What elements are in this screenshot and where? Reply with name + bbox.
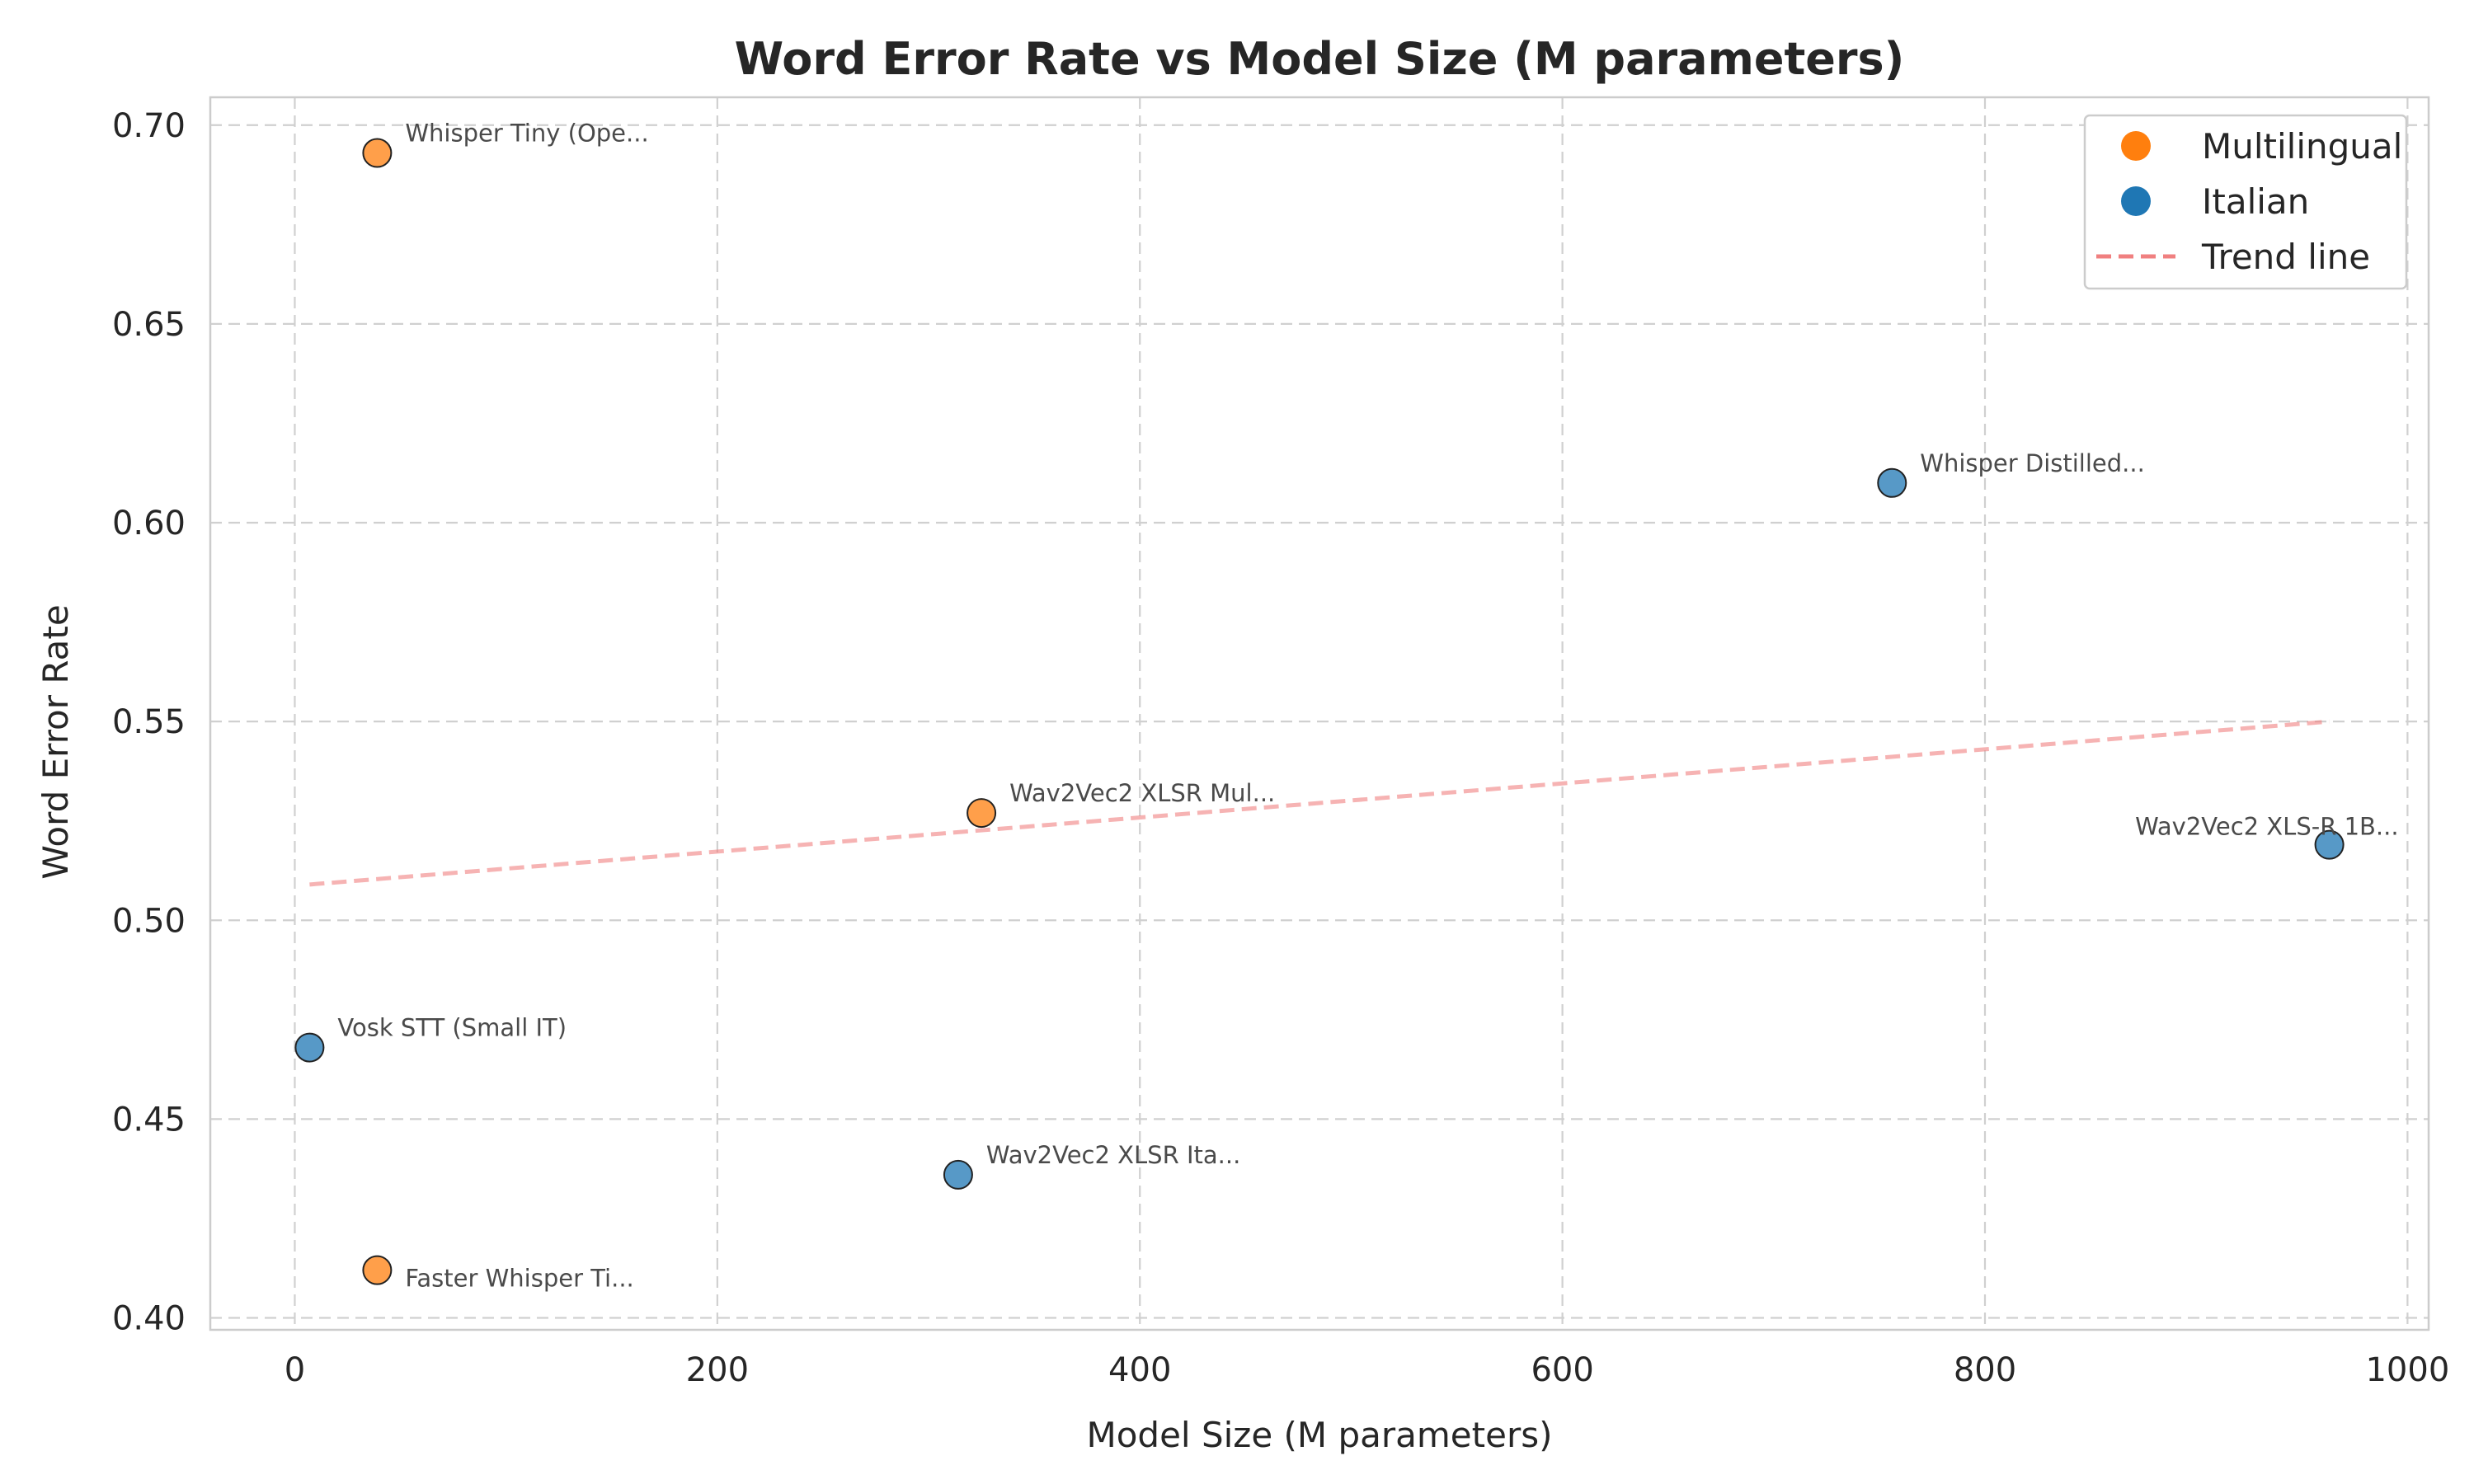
legend-label-multilingual: Multilingual xyxy=(2202,126,2402,167)
legend-label-italian: Italian xyxy=(2202,181,2309,222)
point-label: Vosk STT (Small IT) xyxy=(337,1014,567,1042)
plot-frame xyxy=(209,96,2430,1331)
point-labels-layer: Whisper Tiny (Ope... Wav2Vec2 XLSR Mul...… xyxy=(337,120,2398,1293)
data-point xyxy=(294,1032,325,1063)
y-tick-label: 0.60 xyxy=(112,505,186,542)
point-label: Wav2Vec2 XLSR Mul... xyxy=(1009,779,1275,807)
data-point xyxy=(362,1255,393,1285)
chart-title: Word Error Rate vs Model Size (M paramet… xyxy=(735,33,1905,85)
points-layer xyxy=(294,138,2345,1285)
point-label: Faster Whisper Ti... xyxy=(405,1265,633,1293)
x-axis-label: Model Size (M parameters) xyxy=(1087,1415,1553,1455)
point-label: Whisper Tiny (Ope... xyxy=(405,120,648,148)
legend-label-trend-line: Trend line xyxy=(2201,237,2370,277)
data-point xyxy=(2314,829,2345,860)
data-point xyxy=(967,798,997,829)
data-point xyxy=(943,1159,973,1190)
grid xyxy=(210,97,2429,1330)
y-tick-label: 0.65 xyxy=(112,306,186,344)
y-tick-label: 0.55 xyxy=(112,703,186,741)
x-tick-label: 200 xyxy=(686,1351,749,1389)
point-label: Wav2Vec2 XLSR Ita... xyxy=(986,1141,1240,1169)
legend-marker-multilingual xyxy=(2121,131,2151,161)
trend-layer xyxy=(309,719,2330,887)
y-tick-label: 0.45 xyxy=(112,1101,186,1139)
point-label: Whisper Distilled... xyxy=(1920,449,2145,477)
x-tick-label: 800 xyxy=(1954,1351,2016,1389)
x-tick-label: 400 xyxy=(1108,1351,1171,1389)
x-tick-label: 1000 xyxy=(2365,1351,2449,1389)
y-axis-label: Word Error Rate xyxy=(35,604,76,879)
tick-labels-layer: 0 200 400 600 800 1000 0.40 0.45 0.50 0.55 0.60 0.6… xyxy=(112,107,2449,1389)
legend-box xyxy=(2083,114,2408,290)
trend-line xyxy=(309,719,2330,887)
legend: Multilingual Italian Trend line xyxy=(2083,114,2408,290)
data-point xyxy=(1877,467,1907,498)
point-label: Wav2Vec2 XLS-R 1B... xyxy=(2135,813,2399,841)
x-tick-label: 600 xyxy=(1531,1351,1593,1389)
y-tick-label: 0.50 xyxy=(112,902,186,940)
legend-marker-italian xyxy=(2121,186,2151,216)
x-tick-label: 0 xyxy=(285,1351,305,1389)
y-tick-label: 0.70 xyxy=(112,107,186,145)
data-point xyxy=(362,138,393,168)
y-tick-label: 0.40 xyxy=(112,1300,186,1338)
